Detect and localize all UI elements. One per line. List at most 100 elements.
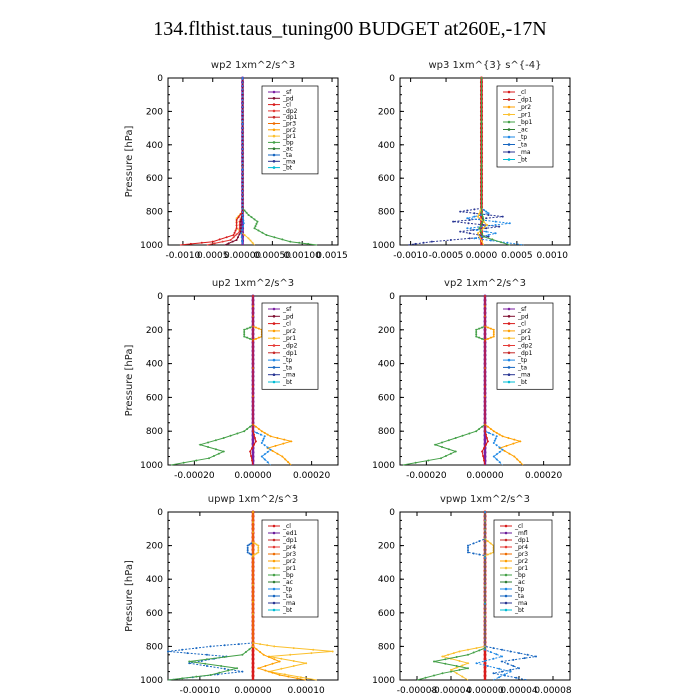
data-point	[200, 241, 203, 244]
legend-marker	[272, 141, 276, 144]
data-point	[478, 212, 481, 215]
legend-marker	[507, 120, 511, 124]
data-point	[472, 542, 475, 545]
data-point	[251, 665, 255, 669]
data-point	[241, 213, 244, 216]
data-point	[487, 431, 490, 434]
data-point	[265, 233, 268, 236]
data-point	[221, 240, 224, 243]
data-point	[267, 656, 270, 659]
series-line-bp	[242, 78, 318, 246]
legend-entry: _cl	[282, 102, 291, 109]
legend-entry: _bt	[282, 379, 293, 386]
legend-entry: _ma	[514, 600, 528, 607]
data-point	[484, 511, 486, 513]
data-point	[231, 240, 234, 243]
data-point	[243, 233, 246, 236]
data-point	[263, 431, 266, 434]
data-point	[494, 223, 497, 226]
data-point	[489, 239, 492, 242]
data-point	[223, 667, 226, 670]
data-point	[506, 241, 509, 244]
data-point	[241, 122, 244, 125]
data-point	[213, 242, 216, 245]
data-point	[461, 434, 464, 437]
data-point	[240, 232, 243, 235]
y-tick-label: 400	[378, 575, 395, 585]
legend-entry: _ac	[282, 579, 293, 586]
legend-marker	[272, 538, 276, 542]
data-point	[255, 552, 258, 555]
data-point	[212, 454, 215, 457]
data-point	[246, 427, 249, 430]
data-point	[484, 556, 486, 559]
data-point	[229, 238, 232, 241]
data-point	[487, 212, 490, 215]
data-point	[505, 444, 508, 447]
data-point	[467, 667, 469, 670]
data-point	[257, 336, 260, 339]
data-point	[441, 672, 444, 675]
data-point	[251, 670, 255, 674]
data-point	[495, 458, 498, 461]
legend-entry: _bp	[282, 139, 294, 146]
data-point	[483, 661, 487, 665]
legend-marker	[272, 573, 276, 577]
data-point	[252, 430, 254, 433]
legend-entry: _tp	[517, 134, 527, 141]
data-point	[248, 543, 251, 546]
legend-marker	[507, 98, 511, 101]
data-point	[459, 230, 462, 233]
legend-entry: _dp1	[517, 97, 533, 104]
legend-entry: _ac	[514, 579, 525, 586]
data-point	[467, 549, 469, 552]
data-point	[447, 439, 450, 442]
x-tick-label: 0.00000	[234, 471, 271, 481]
data-point	[232, 233, 235, 236]
data-point	[292, 659, 295, 662]
data-point	[257, 667, 260, 670]
y-tick-label: 1000	[140, 676, 163, 686]
data-point	[251, 459, 254, 462]
y-tick-label: 600	[378, 609, 395, 619]
y-tick-label: 1000	[372, 241, 395, 251]
data-point	[501, 648, 503, 651]
legend-marker	[504, 538, 508, 542]
data-point	[269, 448, 272, 451]
legend-entry: _bt	[282, 165, 293, 172]
data-point	[242, 222, 245, 225]
data-point	[526, 653, 529, 656]
data-point	[495, 453, 498, 456]
legend-marker	[272, 315, 276, 318]
data-point	[264, 665, 267, 667]
data-point	[310, 652, 313, 655]
y-tick-label: 400	[378, 141, 395, 151]
data-point	[489, 336, 492, 339]
legend-marker	[504, 573, 508, 577]
legend-entry: _bt	[282, 607, 293, 614]
data-point	[254, 225, 257, 228]
legend-marker	[507, 329, 511, 333]
legend-marker	[507, 344, 511, 347]
data-point	[214, 439, 217, 442]
x-tick-label: 0.00000	[466, 686, 503, 696]
legend-marker	[507, 90, 511, 94]
legend-entry: _pr1	[517, 112, 531, 119]
legend-entry: _sf	[282, 306, 292, 313]
data-point	[481, 221, 484, 224]
data-point	[261, 439, 264, 442]
legend-entry: _pr1	[517, 335, 531, 342]
x-tick-label: 0.00000	[466, 471, 503, 481]
data-point	[444, 662, 447, 665]
data-point	[455, 656, 458, 659]
data-point	[246, 549, 249, 552]
series-line-ma	[407, 78, 503, 246]
data-point	[478, 327, 481, 330]
data-point	[298, 241, 301, 244]
data-point	[466, 227, 469, 230]
data-point	[223, 656, 226, 659]
legend-entry: _dp1	[282, 537, 298, 544]
data-point	[481, 326, 484, 329]
legend-entry: _bp1	[517, 119, 533, 126]
data-point	[250, 542, 253, 545]
